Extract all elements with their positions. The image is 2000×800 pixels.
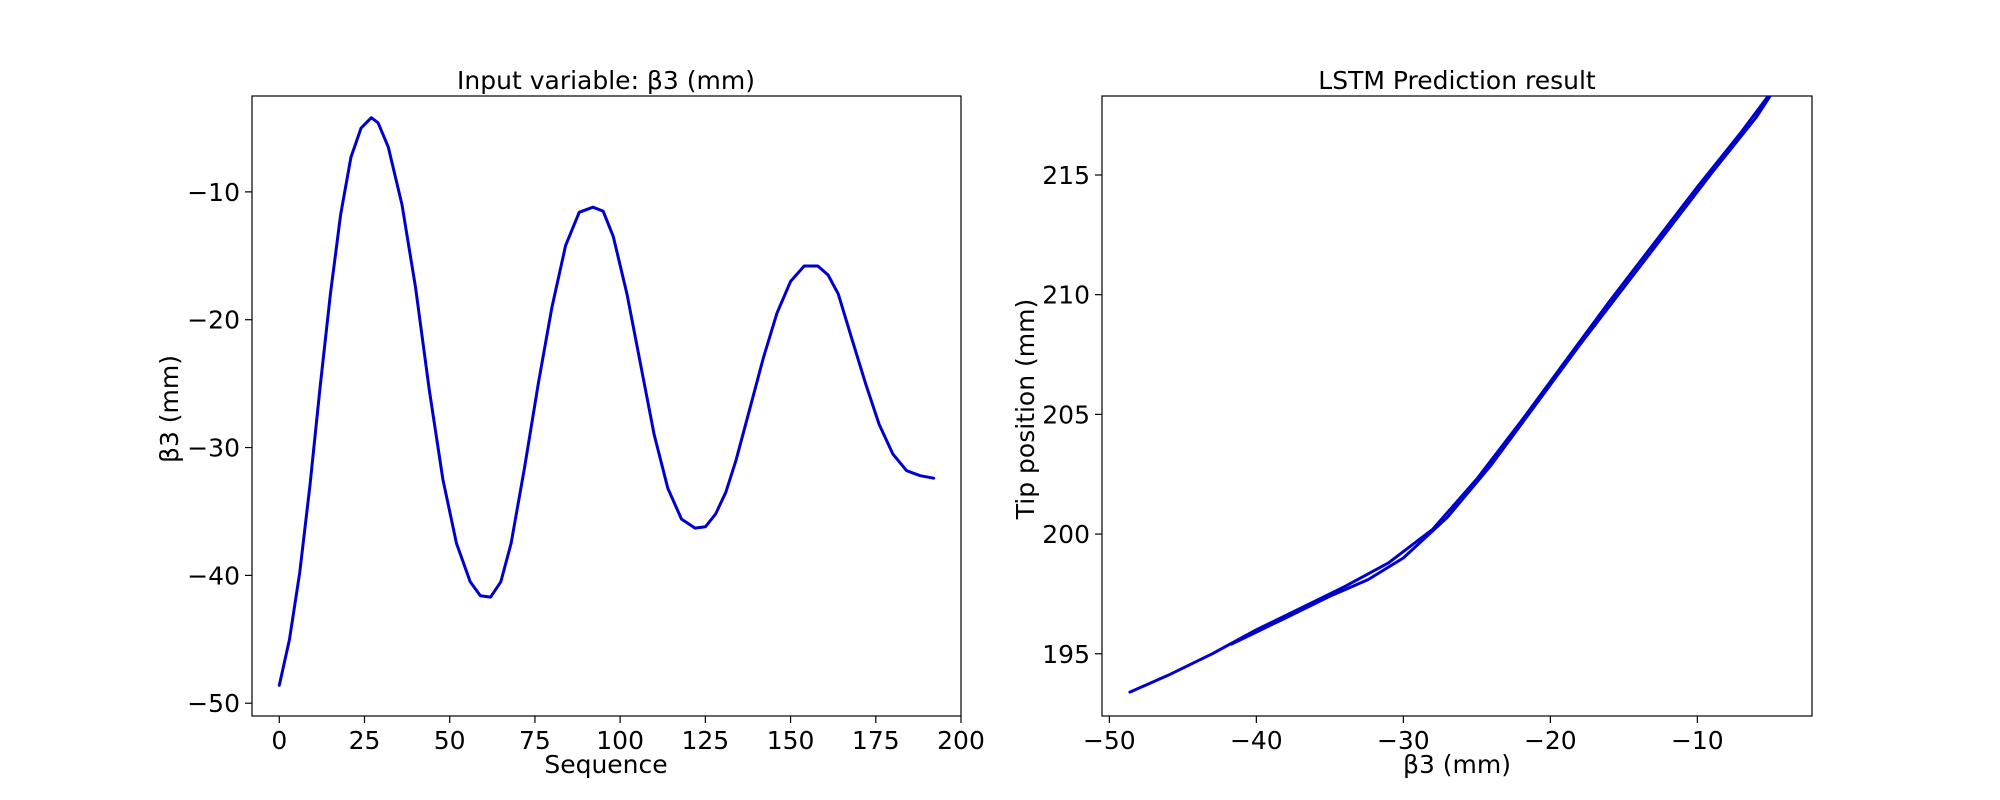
series-group <box>1128 96 1772 694</box>
x-ticks: −50 −40 −30 −20 −10 <box>1083 716 1724 755</box>
x-tick-label: 200 <box>937 726 985 755</box>
series-group <box>277 116 936 687</box>
x-ticks: 0 25 50 75 100 125 150 175 200 <box>271 716 985 755</box>
x-tick-label: 0 <box>271 726 287 755</box>
y-tick-label: −10 <box>187 178 240 207</box>
y-tick-label: 210 <box>1042 281 1090 310</box>
chart-lstm-prediction: LSTM Prediction result β3 (mm) Tip posit… <box>1011 66 1813 779</box>
x-tick-label: −30 <box>1377 726 1430 755</box>
x-tick-label: 150 <box>767 726 815 755</box>
plot-frame <box>1101 95 1813 717</box>
y-axis-label: β3 (mm) <box>155 355 184 463</box>
x-tick-label: −40 <box>1230 726 1283 755</box>
x-tick-label: 75 <box>519 726 551 755</box>
series-line-1 <box>1128 96 1771 694</box>
x-tick-label: −20 <box>1524 726 1577 755</box>
x-tick-label: −10 <box>1671 726 1724 755</box>
chart-input-variable: Input variable: β3 (mm) Sequence β3 (mm)… <box>155 66 985 779</box>
y-ticks: −50 −40 −30 −20 −10 <box>187 178 252 718</box>
chart-title: Input variable: β3 (mm) <box>457 66 755 95</box>
plot-frame <box>251 95 962 717</box>
x-tick-label: 50 <box>434 726 466 755</box>
chart-title: LSTM Prediction result <box>1318 66 1596 95</box>
y-tick-label: 200 <box>1042 520 1090 549</box>
y-tick-label: 195 <box>1042 640 1090 669</box>
x-tick-label: 175 <box>852 726 900 755</box>
y-ticks: 195 200 205 210 215 <box>1042 161 1102 669</box>
x-tick-label: 125 <box>681 726 729 755</box>
x-tick-label: −50 <box>1083 726 1136 755</box>
y-tick-label: −20 <box>187 306 240 335</box>
series-line-1 <box>277 116 936 687</box>
y-tick-label: −40 <box>187 561 240 590</box>
series-line-2 <box>1229 96 1772 646</box>
x-tick-label: 100 <box>596 726 644 755</box>
y-tick-label: 205 <box>1042 400 1090 429</box>
y-tick-label: −50 <box>187 689 240 718</box>
x-axis-label: β3 (mm) <box>1403 750 1511 779</box>
y-axis-label: Tip position (mm) <box>1011 299 1040 520</box>
y-tick-label: −30 <box>187 434 240 463</box>
x-axis-label: Sequence <box>544 750 667 779</box>
x-tick-label: 25 <box>349 726 381 755</box>
y-tick-label: 215 <box>1042 161 1090 190</box>
